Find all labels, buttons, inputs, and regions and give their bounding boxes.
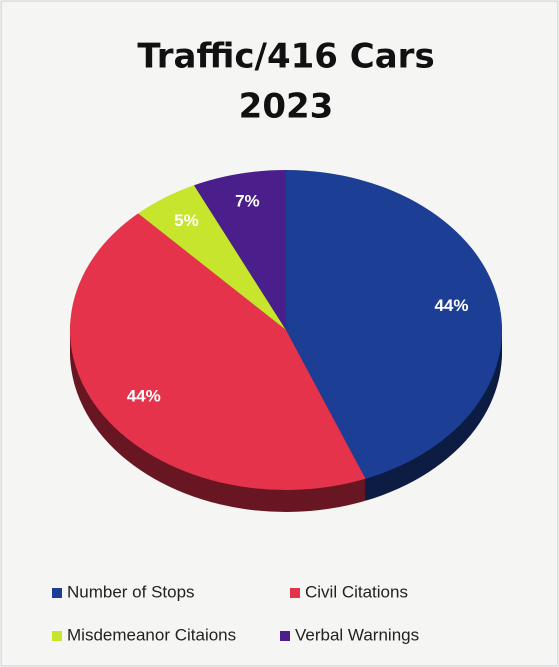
chart-title: Traffic/416 Cars [137,37,434,77]
legend-swatch [52,588,62,598]
slice [138,185,286,330]
legend-swatch [52,631,62,641]
legend-label: Civil Citations [305,582,408,601]
data-label: 44% [434,296,468,315]
chart-title: 2023 [239,87,334,127]
data-label: 44% [127,386,161,405]
legend-label: Verbal Warnings [295,625,419,644]
legend-swatch [290,588,300,598]
slice [286,170,503,479]
legend-label: Misdemeanor Citaions [67,625,236,644]
data-label: 7% [235,191,260,210]
slice [194,170,286,330]
legend-swatch [280,631,290,641]
legend-label: Number of Stops [67,582,195,601]
data-label: 5% [174,211,199,230]
slice [69,213,366,491]
